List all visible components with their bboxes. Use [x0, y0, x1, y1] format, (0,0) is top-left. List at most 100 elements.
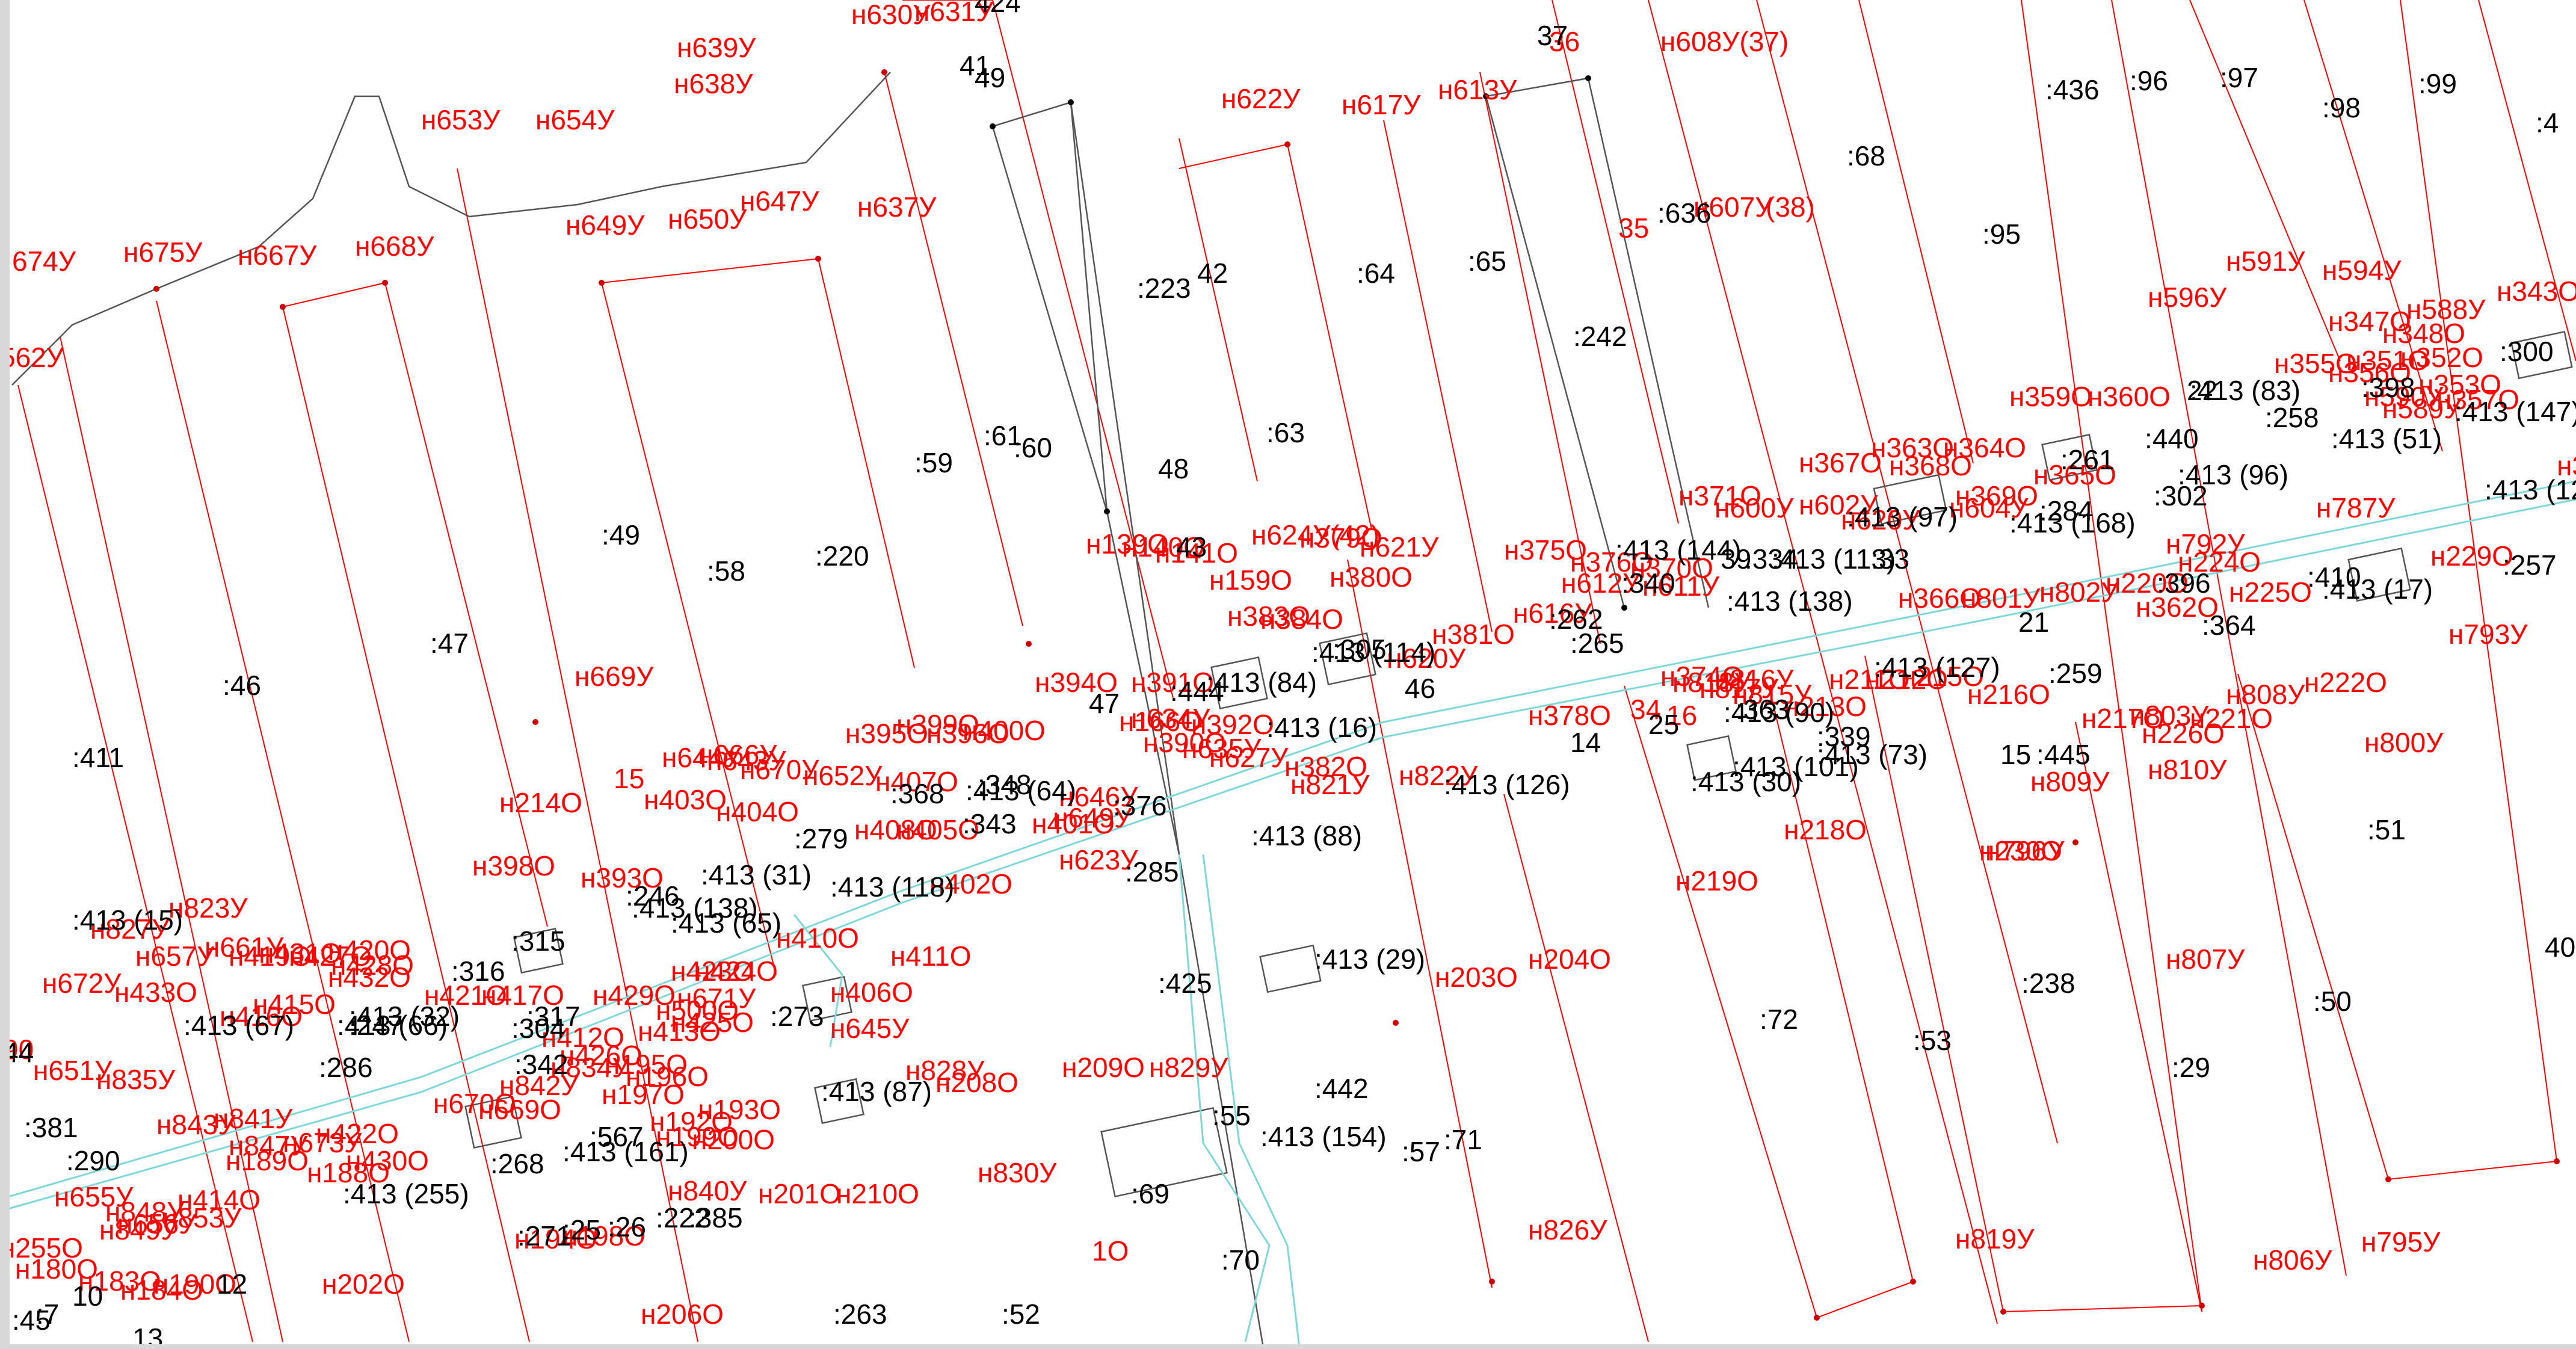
plot-number-label: н413О: [638, 1016, 721, 1047]
plot-number-label: н402О: [929, 868, 1012, 900]
plot-number-label: н188О: [307, 1157, 390, 1188]
plot-number-label: н622У: [1221, 83, 1301, 114]
parcel-number-label: :413 (101): [1733, 751, 1859, 782]
plot-number-label: н631У: [914, 0, 994, 27]
plot-number-label: н206О: [641, 1298, 724, 1330]
plot-number-label: н202О: [322, 1268, 405, 1300]
parcel-number-label: :223: [1137, 273, 1191, 304]
parcel-number-label: :396: [2157, 567, 2211, 599]
plot-number-label: 674У: [12, 245, 76, 277]
plot-number-label: н792У: [2166, 528, 2245, 560]
parcel-number-label: :413 (67): [183, 1010, 294, 1041]
parcel-number-label: :316: [451, 955, 505, 987]
parcel-number-label: :29: [2172, 1052, 2210, 1083]
plot-number-label: н426О: [559, 1040, 642, 1071]
parcel-number-label: 44: [3, 1037, 34, 1068]
plot-number-label: н401О: [1032, 808, 1115, 839]
plot-number-label: н357О: [2436, 384, 2519, 415]
plot-number-label: н500О: [656, 995, 739, 1026]
plot-number-label: н822У: [1399, 760, 1478, 791]
plot-number-label: н649У: [1053, 802, 1132, 833]
parcel-number-label: :25: [562, 1214, 601, 1246]
parcel-number-label: :413 (73): [1817, 739, 1927, 770]
parcel-number-label: :636: [1657, 197, 1712, 229]
parcel-number-label: :95: [1982, 218, 2021, 250]
parcel-number-label: :315: [511, 925, 565, 957]
parcel-number-label: :348: [978, 769, 1032, 800]
plot-number-label: н343О: [2497, 276, 2576, 307]
plot-number-label: н195О: [605, 1049, 688, 1080]
plot-number-label: н795У: [2361, 1226, 2441, 1258]
plot-number-label: н408О: [854, 814, 937, 845]
parcel-number-label: :413 (113): [1772, 543, 1896, 575]
plot-number-label: н407О: [875, 766, 958, 797]
parcel-number-label: :339: [1817, 721, 1871, 752]
plot-number-label: н637У: [857, 191, 937, 223]
parcel-number-label: :413 (16): [1266, 712, 1377, 743]
plot-number-label: н654У: [535, 104, 615, 135]
plot-number-label: н403О: [644, 784, 727, 815]
plot-number-label: н826У: [1528, 1214, 1607, 1246]
parcel-number-label: :342: [514, 1049, 569, 1080]
plot-number-label: н639У: [677, 32, 756, 63]
parcel-number-label: 424: [975, 0, 1021, 18]
parcel-number-label: :68: [1847, 140, 1885, 171]
plot-number-label: н815У: [1733, 679, 1812, 710]
parcel-number-label: :381: [24, 1112, 78, 1143]
plot-number-label: н835У: [96, 1064, 176, 1095]
plot-number-label: н616У: [1513, 597, 1592, 629]
plot-number-label: н370О: [1630, 552, 1713, 584]
parcel-number-label: 22: [2187, 375, 2217, 406]
plot-number-label: н670У: [740, 754, 819, 785]
plot-number-label: н380О: [1330, 561, 1413, 593]
plot-number-label: н225О: [2229, 576, 2312, 608]
plot-number-label: н645У: [830, 1013, 910, 1044]
plot-number-label: н374О: [1660, 661, 1743, 692]
parcel-number-label: :52: [1002, 1298, 1040, 1330]
plot-number-label: н203О: [1435, 962, 1518, 993]
parcel-number-label: :247: [349, 1010, 403, 1041]
plot-number-label: н623У: [1059, 844, 1138, 875]
plot-number-label: н848У: [105, 1196, 185, 1227]
plot-number-label: н667У: [238, 239, 317, 271]
plot-number-label: н808У: [2226, 679, 2305, 710]
plot-number-label: н669У: [575, 661, 654, 692]
plot-number-label: н420О: [328, 934, 411, 966]
parcel-number-label: :413 (64): [966, 775, 1076, 806]
parcel-number-label: :263: [833, 1298, 887, 1330]
plot-number-label: н226О: [2142, 718, 2225, 749]
parcel-number-label: :71: [1444, 1124, 1482, 1155]
plot-number-label: н428О: [331, 949, 414, 981]
plot-number-label: н594У: [2322, 255, 2402, 286]
plot-number-label: н830У: [978, 1157, 1057, 1188]
plot-number-label: н671У: [677, 983, 756, 1014]
plot-number-label: 562У: [0, 342, 64, 373]
plot-number-label: н590У: [2364, 381, 2444, 412]
plot-number-label: н204О: [1528, 943, 1611, 975]
plot-number-label: н661У: [205, 931, 284, 963]
plot-number-label: н371О: [1678, 480, 1761, 511]
road-corridor: [5, 480, 2576, 1348]
plot-number-label: н588У: [2406, 294, 2486, 325]
parcel-number-label: :59: [914, 447, 953, 478]
plot-number-label: н669О: [478, 1094, 561, 1125]
parcel-number-label: :51: [2367, 814, 2406, 845]
plot-number-label: н201О: [758, 1178, 841, 1209]
plot-number-label: н218О: [1784, 814, 1867, 845]
plot-number-label: н668У: [355, 230, 434, 262]
parcel-number-label: :7: [36, 1298, 59, 1330]
parcel-number-label: :411: [72, 742, 124, 773]
plot-number-label: н849У: [99, 1214, 179, 1246]
plot-number-label: н200О: [692, 1124, 775, 1155]
plot-number-label: н362О: [2136, 591, 2219, 623]
parcel-number-label: :286: [319, 1052, 373, 1083]
plot-number-label: н208О: [935, 1067, 1018, 1098]
plot-number-label: н656У: [117, 1208, 197, 1239]
parcel-number-label: :364: [2202, 610, 2256, 641]
plot-number-label: н416О: [220, 1001, 303, 1032]
plot-number-label: н390О: [1143, 727, 1226, 758]
plot-number-label: 34: [1630, 694, 1661, 725]
